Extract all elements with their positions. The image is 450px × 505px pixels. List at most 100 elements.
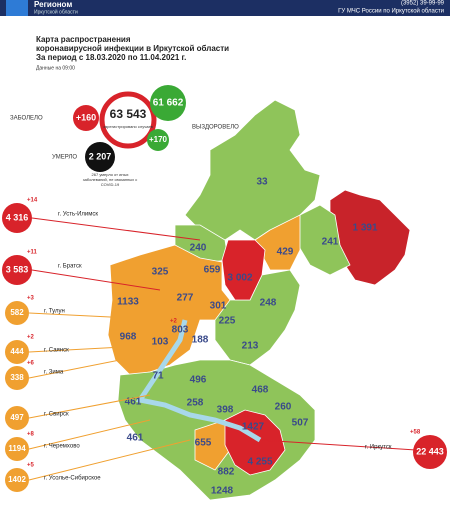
region-value: 1 391 [352,223,377,234]
other-deaths-box: 267 умерло от иных заболеваний, не связа… [82,172,138,187]
region-value: 882 [218,467,235,478]
sick-circle [73,105,99,131]
region-delta: +18 [250,451,261,457]
city-name: г. Саянск [44,348,69,354]
callout-line [31,269,161,291]
recovered-label: ВЫЗДОРОВЕЛО [192,125,239,131]
city-value: 1402 [8,475,26,484]
sick-label: ЗАБОЛЕЛО [10,116,43,122]
callout-line [31,217,201,241]
callout-line [28,344,161,353]
died: 2 207 [89,151,112,161]
recovered-delta: +170 [149,135,168,144]
region-value: 1427 [242,422,265,433]
period: За период с 18.03.2020 по 11.04.2021 г. [36,53,186,62]
region-value: 3 002 [227,273,252,284]
as-of: Данные на 09:00 [36,65,75,71]
logo [6,0,28,16]
city-value: 4 316 [6,212,29,222]
city-delta: +11 [27,250,38,256]
region-value: 71 [152,371,164,382]
city-value: 3 583 [6,264,29,274]
city-name: г. Усть-Илимск [58,212,98,218]
region-value: 398 [217,405,234,416]
city-delta: +6 [27,361,35,367]
other-deaths: 267 умерло от иных заболеваний, не связа… [82,172,138,187]
city-circle [413,435,447,469]
callout-line [28,312,131,319]
recovered-circle [150,85,186,121]
region [297,204,351,276]
region [107,244,231,376]
city-value: 444 [10,347,24,356]
city-circle [5,406,29,430]
map [107,99,411,501]
city-circle [5,437,29,461]
region-value: 260 [275,402,292,413]
region-value: 103 [152,337,169,348]
region-value: 188 [192,335,209,346]
region-delta: +1 [243,416,251,422]
callout-line [28,394,151,419]
region-value: 325 [152,267,169,278]
phone: (3952) 39-99-99 [401,1,445,7]
title: Карта распространения [36,35,131,44]
city-value: 582 [10,308,24,317]
region-value: 659 [204,265,221,276]
header-bar [0,0,450,16]
brand: Регионом [34,0,72,9]
total-circle [99,91,157,149]
region-value: 241 [322,237,339,248]
region-value: 968 [120,332,137,343]
callout-line [28,419,151,450]
recovered-delta-circle [147,129,169,151]
region-value: 33 [256,177,268,188]
city-delta: +8 [27,432,35,438]
recovered: 61 662 [153,98,184,109]
region-value: 461 [125,397,142,408]
region [329,189,411,286]
city-name: г. Братск [58,264,82,270]
died-label: УМЕРЛО [52,155,77,161]
region-value: 507 [292,418,309,429]
city-value: 22 443 [416,446,444,456]
city-circle [5,366,29,390]
city-circle [2,255,32,285]
city-circle [5,340,29,364]
city-name: г. Свирск [44,412,69,418]
city-delta: +3 [27,296,35,302]
region-value: 301 [210,301,227,312]
city-value: 497 [10,413,24,422]
city-delta: +2 [27,335,35,341]
region-value: 258 [187,398,204,409]
city-circle [5,301,29,325]
sick-delta: +160 [76,112,96,122]
region-value: 248 [260,298,277,309]
region-value: 1248 [211,486,234,497]
org: ГУ МЧС России по Иркутской области [338,8,444,15]
title: коронавирусной инфекции в Иркутской обла… [36,44,229,53]
river [135,319,262,443]
region-value: 240 [190,243,207,254]
city-name: г. Зима [44,370,64,376]
total-caption: зарегистрировано случаев [103,124,153,129]
died-circle [85,142,115,172]
city-value: 1194 [8,444,26,453]
city-name: г. Иркутск [365,445,392,451]
city-delta: +14 [27,198,38,204]
city-circle [2,203,32,233]
city-name: г. Черемхово [44,444,80,450]
region-value: 277 [177,293,194,304]
city-delta: +58 [410,430,421,436]
region-value: 4 255 [247,457,272,468]
region-value: 496 [190,375,207,386]
city-delta: +5 [27,463,35,469]
region-value: 803 [172,325,189,336]
city-value: 338 [10,373,24,382]
region-value: 1133 [117,297,139,308]
region-value: 225 [219,316,236,327]
brand-sub: Иркутской области [34,8,78,15]
region-value: 468 [252,385,269,396]
